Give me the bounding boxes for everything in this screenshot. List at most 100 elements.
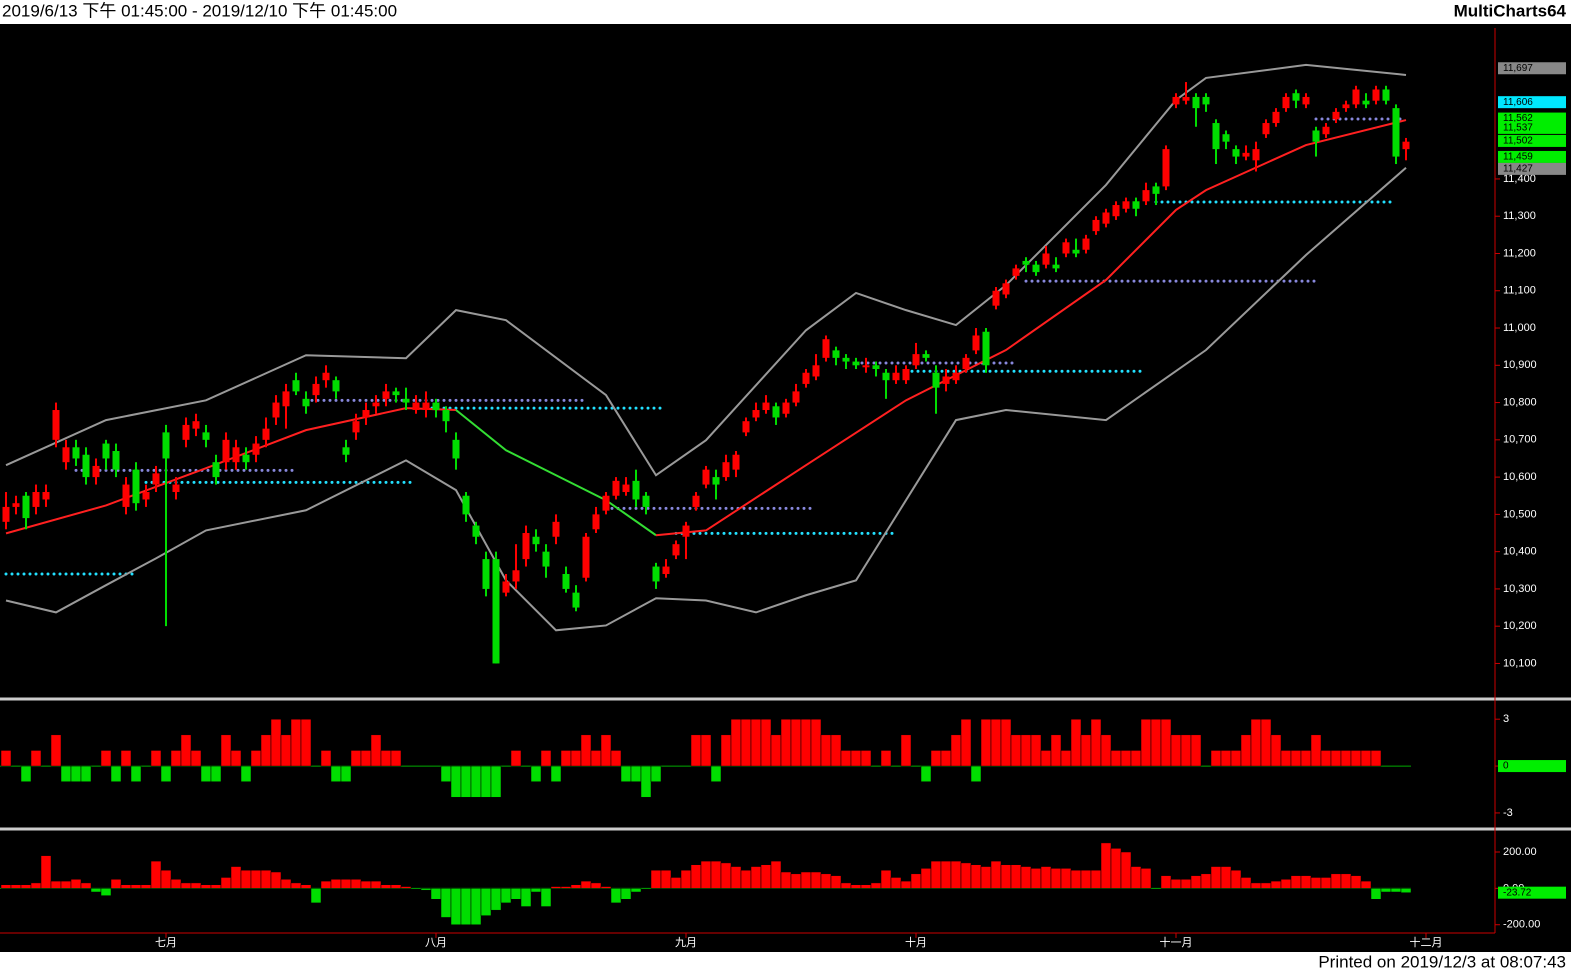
histogram-bar xyxy=(970,765,982,782)
histogram-bar xyxy=(1090,869,1102,889)
histogram-bar xyxy=(1060,750,1072,767)
histogram-bar xyxy=(960,718,972,767)
header-bar xyxy=(0,0,1571,24)
y-tick-label: 11,200 xyxy=(1503,247,1536,259)
candle-body xyxy=(702,469,710,485)
candle-body xyxy=(802,372,810,384)
histogram-bar xyxy=(1050,868,1062,889)
candle-body xyxy=(772,406,780,418)
histogram-bar xyxy=(70,879,82,889)
histogram-bar xyxy=(470,765,482,798)
candle-body xyxy=(1242,152,1250,157)
indicator-line xyxy=(5,167,1407,632)
histogram-bar xyxy=(60,765,72,782)
histogram-bar xyxy=(100,750,112,767)
histogram-bar xyxy=(550,765,562,782)
candle-body xyxy=(662,566,670,575)
histogram-bar xyxy=(1270,880,1282,889)
candle-body xyxy=(102,443,110,459)
candle-body xyxy=(192,421,200,429)
histogram-bar xyxy=(1370,888,1382,900)
histogram-bar xyxy=(1280,750,1292,767)
histogram-bar xyxy=(350,750,362,767)
histogram-bar xyxy=(190,882,202,889)
histogram-bar xyxy=(390,884,402,889)
histogram-bar xyxy=(560,750,572,767)
price-tag-label: 11,562 xyxy=(1503,113,1533,124)
candle-body xyxy=(182,424,190,440)
histogram-bar xyxy=(620,765,632,782)
candle-body xyxy=(1322,126,1330,135)
candle-body xyxy=(322,372,330,381)
histogram-bar xyxy=(40,855,52,889)
histogram-bar xyxy=(240,869,252,889)
histogram-bar xyxy=(1210,750,1222,767)
histogram-bar xyxy=(200,884,212,889)
histogram-bar xyxy=(940,860,952,889)
histogram-bar xyxy=(210,884,222,889)
y-tick-label: 10,600 xyxy=(1503,471,1537,483)
histogram-bar xyxy=(430,888,442,900)
histogram-bar xyxy=(840,750,852,767)
histogram-bar xyxy=(930,750,942,767)
histogram-bar xyxy=(290,718,302,767)
histogram-bar xyxy=(1040,750,1052,767)
price-tag xyxy=(1498,134,1566,147)
histogram-bar xyxy=(1250,718,1262,767)
candle-body xyxy=(1012,268,1020,276)
candle-body xyxy=(842,357,850,362)
histogram-bar xyxy=(1000,864,1012,889)
histogram-bar xyxy=(620,888,632,900)
histogram-bar xyxy=(710,860,722,889)
date-range: 2019/6/13 下午 01:45:00 - 2019/12/10 下午 01… xyxy=(2,1,397,20)
histogram-bar xyxy=(790,718,802,767)
histogram-bar xyxy=(770,734,782,767)
histogram-bar xyxy=(450,888,462,925)
candle-body xyxy=(962,357,970,370)
histogram-bar xyxy=(510,888,522,900)
candle-body xyxy=(592,514,600,530)
candle-body xyxy=(952,372,960,381)
histogram-bar xyxy=(1160,875,1172,889)
candle-body xyxy=(132,469,140,504)
histogram-bar xyxy=(990,860,1002,889)
candle-body xyxy=(902,369,910,381)
histogram-bar xyxy=(490,888,502,911)
histogram-bar xyxy=(760,864,772,889)
candle-body xyxy=(442,410,450,422)
candle-body xyxy=(32,492,40,507)
histogram-bar xyxy=(680,869,692,889)
candle-body xyxy=(512,570,520,582)
price-tag xyxy=(1498,760,1566,773)
histogram-bar xyxy=(1330,873,1342,889)
histogram-bar xyxy=(1320,877,1332,889)
histogram-bar xyxy=(50,880,62,889)
histogram-bar xyxy=(1260,718,1272,767)
histogram-bar xyxy=(220,734,232,767)
y-tick-label: -3 xyxy=(1503,807,1513,819)
candle-body xyxy=(792,391,800,403)
histogram-bar xyxy=(1130,750,1142,767)
histogram-bar xyxy=(1230,869,1242,889)
histogram-bar xyxy=(1030,734,1042,767)
histogram-bar xyxy=(170,879,182,889)
histogram-bar xyxy=(920,868,932,889)
y-tick-label: -200.00 xyxy=(1503,919,1540,931)
histogram-bar xyxy=(30,882,42,889)
candle-body xyxy=(342,447,350,455)
histogram-bar xyxy=(340,879,352,889)
y-tick-label: 11,300 xyxy=(1503,210,1536,222)
histogram-bar xyxy=(1180,879,1192,889)
candle-body xyxy=(522,533,530,560)
x-tick-label: 九月 xyxy=(675,936,697,949)
histogram-bar xyxy=(450,765,462,798)
histogram-bar xyxy=(510,750,522,767)
price-tag xyxy=(1498,886,1566,899)
candle-body xyxy=(1312,130,1320,142)
histogram-bar xyxy=(860,750,872,767)
histogram-bar xyxy=(820,873,832,889)
candle-body xyxy=(552,521,560,537)
histogram-bar xyxy=(1080,734,1092,767)
histogram-bar xyxy=(890,877,902,889)
histogram-bar xyxy=(540,750,552,767)
